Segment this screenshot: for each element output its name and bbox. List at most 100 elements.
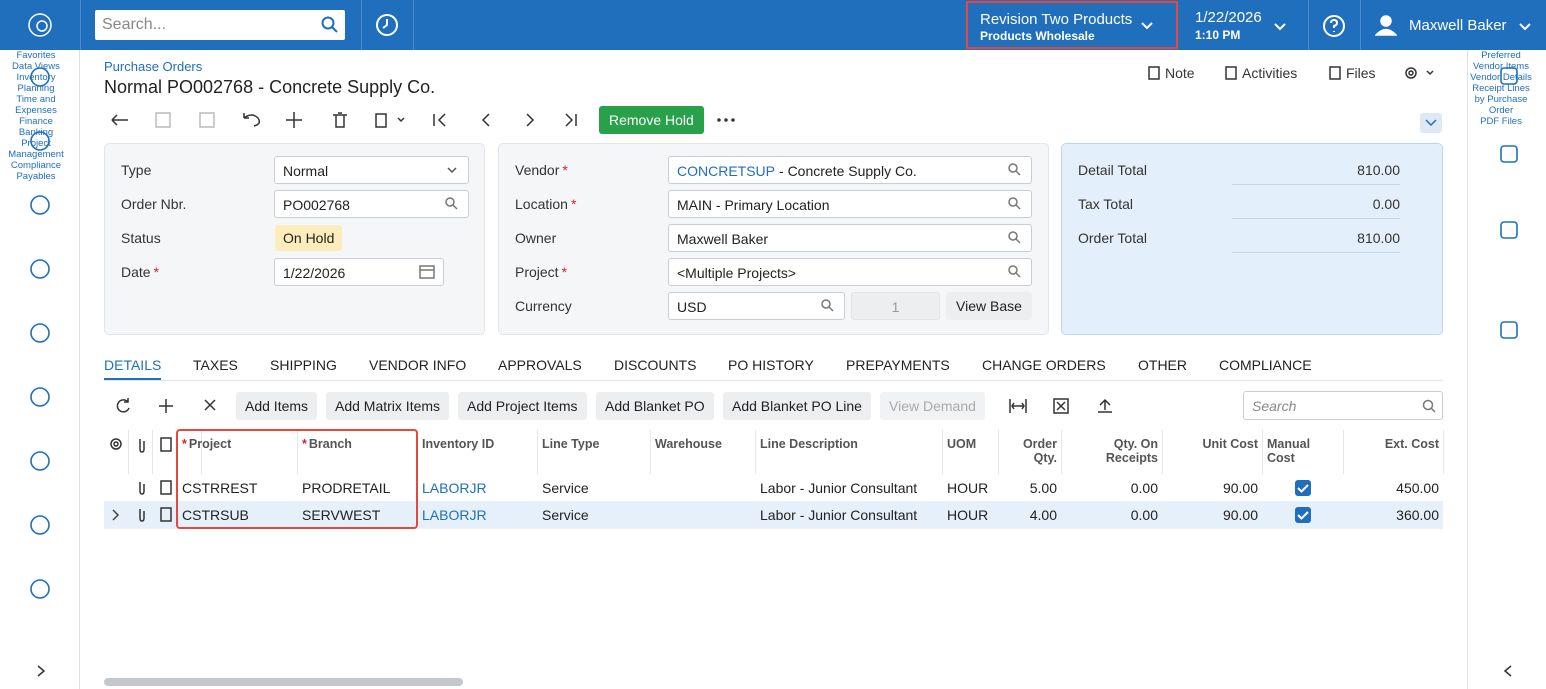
- cell: Service: [542, 507, 589, 523]
- user-menu[interactable]: Maxwell Baker: [1361, 0, 1546, 50]
- tab[interactable]: COMPLIANCE: [1219, 357, 1312, 373]
- datetime-selector[interactable]: 1/22/2026 1:10 PM: [1180, 0, 1308, 50]
- company-name: Revision Two Products: [980, 11, 1133, 28]
- tab[interactable]: DISCOUNTS: [614, 357, 697, 373]
- horizontal-scrollbar[interactable]: [104, 678, 463, 686]
- expand-icon[interactable]: [36, 664, 46, 678]
- nav-icon: [30, 195, 50, 215]
- grid-toolbar-icons[interactable]: [112, 396, 222, 416]
- grid-button[interactable]: Add Project Items: [458, 392, 587, 420]
- summary-panel-middle: Vendor * CONCRETSUP - Concrete Supply Co. Lo…: [498, 143, 1049, 335]
- column-header[interactable]: Qty. On Receipts: [1066, 437, 1158, 465]
- header-action[interactable]: Note: [1165, 65, 1195, 81]
- tab[interactable]: PO HISTORY: [728, 357, 814, 373]
- nav-item[interactable]: Payables: [16, 171, 56, 182]
- label-text: Location: [515, 196, 568, 212]
- field-input[interactable]: MAIN - Primary Location: [668, 190, 1032, 218]
- cell: Labor - Junior Consultant: [760, 480, 918, 496]
- nav-item[interactable]: Data Views: [12, 61, 60, 72]
- field-input[interactable]: <Multiple Projects>: [668, 258, 1032, 286]
- view-base-button[interactable]: View Base: [946, 292, 1032, 320]
- breadcrumb[interactable]: Purchase Orders: [104, 59, 203, 74]
- nav-item[interactable]: Compliance: [10, 160, 62, 171]
- total-label: Detail Total: [1078, 162, 1148, 178]
- tab[interactable]: DETAILS: [104, 357, 162, 380]
- side-panel-item[interactable]: Preferred Vendor Items: [1473, 50, 1529, 72]
- collapse-header-button[interactable]: [1420, 113, 1442, 133]
- column-header[interactable]: Line Description: [760, 437, 938, 451]
- column-header[interactable]: Order Qty.: [1003, 437, 1057, 465]
- grid-button[interactable]: Add Blanket PO: [596, 392, 714, 420]
- nav-item[interactable]: Time and Expenses: [15, 94, 57, 116]
- column-header[interactable]: Warehouse: [655, 437, 751, 451]
- field-input[interactable]: USD: [668, 292, 845, 320]
- summary-panel-totals: Detail Total 810.00 Tax Total 0.00 Order Tot…: [1061, 143, 1443, 335]
- checkbox[interactable]: [1294, 507, 1311, 523]
- checkbox[interactable]: [1294, 480, 1311, 496]
- label-text: Project: [515, 264, 559, 280]
- company-selector[interactable]: Revision Two Products Products Wholesale: [966, 1, 1178, 49]
- column-label: Line Description: [760, 437, 858, 451]
- column-label: Manual Cost: [1267, 437, 1311, 465]
- nav-item[interactable]: Finance: [19, 116, 53, 127]
- more-icon[interactable]: [716, 115, 736, 125]
- cell[interactable]: LABORJR: [422, 480, 487, 496]
- collapse-icon[interactable]: [1503, 664, 1513, 678]
- column-label: Line Type: [542, 437, 600, 451]
- toolbar-icons[interactable]: [108, 108, 588, 132]
- grid-button[interactable]: Add Items: [236, 392, 318, 420]
- nav-item[interactable]: Inventory Planning: [16, 72, 56, 94]
- vendor-link[interactable]: CONCRETSUP: [677, 163, 776, 179]
- column-divider: [755, 430, 756, 474]
- column-header[interactable]: * Project: [182, 437, 293, 451]
- tab[interactable]: VENDOR INFO: [369, 357, 467, 373]
- field-input[interactable]: Normal: [274, 156, 469, 184]
- global-search[interactable]: Search...: [95, 10, 345, 40]
- grid-row[interactable]: [104, 474, 1443, 502]
- header-action[interactable]: Activities: [1242, 65, 1298, 81]
- column-header[interactable]: Manual Cost: [1267, 437, 1339, 465]
- grid-row[interactable]: [104, 501, 1443, 529]
- settings-icon[interactable]: [1403, 65, 1437, 81]
- side-panel-item[interactable]: PDF Files: [1480, 116, 1522, 127]
- field-value: PO002768: [283, 197, 350, 213]
- field-input[interactable]: Maxwell Baker: [668, 224, 1032, 252]
- tab[interactable]: SHIPPING: [270, 357, 337, 373]
- column-header[interactable]: Ext. Cost: [1348, 437, 1439, 451]
- column-header[interactable]: * Branch: [302, 437, 413, 451]
- tab[interactable]: TAXES: [193, 357, 238, 373]
- recent-icon[interactable]: [375, 13, 399, 37]
- tab[interactable]: OTHER: [1138, 357, 1187, 373]
- grid-tool-icons[interactable]: [1008, 396, 1116, 416]
- nav-item[interactable]: Favorites: [16, 50, 56, 61]
- grid-button[interactable]: Add Matrix Items: [326, 392, 450, 420]
- remove-hold-button[interactable]: Remove Hold: [599, 106, 704, 134]
- column-header[interactable]: Line Type: [542, 437, 646, 451]
- grid-button[interactable]: Add Blanket PO Line: [723, 392, 871, 420]
- column-header[interactable]: Inventory ID: [422, 437, 533, 451]
- total-label: Tax Total: [1078, 196, 1133, 212]
- required-mark: *: [561, 264, 568, 280]
- tab[interactable]: PREPAYMENTS: [846, 357, 950, 373]
- label-text: Order Nbr.: [121, 196, 187, 212]
- branch-name: Products Wholesale: [980, 29, 1095, 43]
- field-input[interactable]: CONCRETSUP - Concrete Supply Co.: [668, 156, 1032, 184]
- right-nav: Preferred Vendor Items Vendor Details Rece…: [1467, 50, 1546, 689]
- tab[interactable]: APPROVALS: [498, 357, 582, 373]
- nav-item[interactable]: Project Management: [8, 138, 64, 160]
- help-icon[interactable]: [1322, 14, 1346, 38]
- header-action[interactable]: Files: [1346, 65, 1376, 81]
- side-panel-item[interactable]: Receipt Lines by Purchase Order: [1472, 83, 1530, 116]
- column-header[interactable]: UOM: [947, 437, 994, 451]
- cell[interactable]: LABORJR: [422, 507, 487, 523]
- field-input[interactable]: PO002768: [274, 190, 469, 218]
- grid-search[interactable]: Search: [1243, 391, 1443, 420]
- logo[interactable]: [27, 12, 53, 38]
- lookup-icon: [821, 299, 834, 312]
- column-header[interactable]: Unit Cost: [1167, 437, 1258, 451]
- column-label: Qty. On Receipts: [1105, 437, 1158, 465]
- tab[interactable]: CHANGE ORDERS: [982, 357, 1106, 373]
- column-divider: [1443, 430, 1444, 474]
- field-input[interactable]: 1/22/2026: [274, 258, 444, 286]
- side-panel-icon: [1500, 321, 1518, 339]
